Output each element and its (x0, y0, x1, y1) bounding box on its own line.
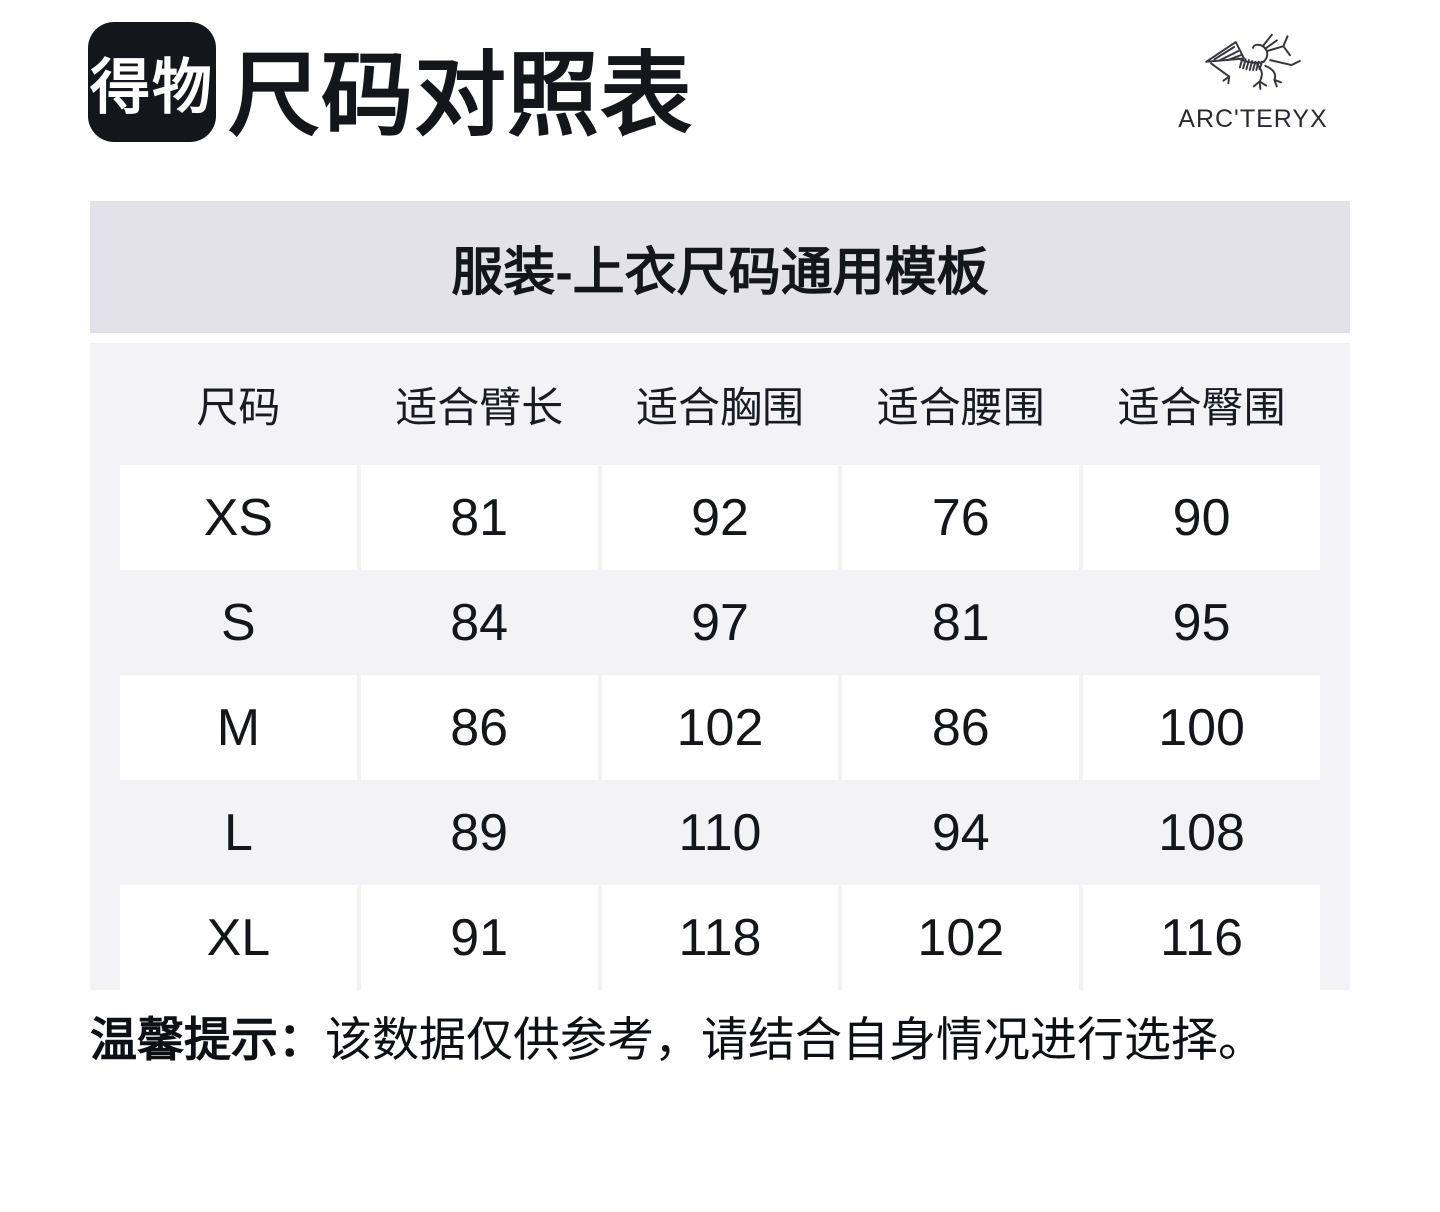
measurement-cell: 86 (842, 675, 1080, 780)
arcteryx-bird-icon (1205, 33, 1301, 90)
measurement-cell: 86 (360, 675, 598, 780)
measurement-cell: 89 (450, 803, 509, 862)
table-row: L 89 110 94 108 (120, 780, 1320, 885)
size-label-cell: XL (120, 885, 357, 990)
dewu-logo: 得物 (88, 22, 216, 142)
arcteryx-brand: ARC'TERYX (1178, 24, 1328, 134)
measurement-cell: 110 (678, 803, 762, 862)
measurement-cell: 92 (601, 465, 839, 570)
column-header: 适合臂长 (395, 383, 564, 431)
measurement-cell: 118 (601, 885, 839, 990)
measurement-cell: 102 (601, 675, 839, 780)
arcteryx-wordmark: ARC'TERYX (1178, 105, 1328, 133)
size-table: 尺码 适合臂长 适合胸围 适合腰围 适合臀围 XS 81 92 76 90 S 84 97 81 95 M 86… (90, 343, 1350, 990)
page-title: 尺码对照表 (228, 45, 694, 147)
column-header: 适合胸围 (635, 383, 804, 431)
size-label-cell: M (120, 675, 357, 780)
column-header: 适合臀围 (1117, 383, 1286, 431)
notice-text: 该数据仅供参考，请结合自身情况进行选择。 (325, 1013, 1265, 1066)
table-row: M 86 102 86 100 (120, 675, 1320, 780)
measurement-cell: 84 (450, 593, 509, 652)
notice: 温馨提示：该数据仅供参考，请结合自身情况进行选择。 (90, 1012, 1265, 1068)
dewu-logo-text: 得物 (90, 53, 214, 121)
size-label-cell: L (223, 803, 253, 862)
table-header-row: 尺码 适合臂长 适合胸围 适合腰围 适合臀围 (120, 343, 1320, 465)
column-header: 尺码 (196, 383, 281, 431)
size-label-cell: XS (120, 465, 357, 570)
column-header: 适合腰围 (876, 383, 1045, 431)
size-label-cell: S (221, 593, 256, 652)
measurement-cell: 102 (842, 885, 1080, 990)
measurement-cell: 108 (1158, 803, 1245, 862)
measurement-cell: 91 (360, 885, 598, 990)
measurement-cell: 116 (1083, 885, 1320, 990)
measurement-cell: 81 (931, 593, 990, 652)
table-row: XS 81 92 76 90 (120, 465, 1320, 570)
measurement-cell: 100 (1083, 675, 1320, 780)
template-banner-text: 服装-上衣尺码通用模板 (451, 243, 989, 302)
measurement-cell: 76 (842, 465, 1080, 570)
notice-label: 温馨提示： (90, 1013, 325, 1066)
measurement-cell: 90 (1083, 465, 1320, 570)
table-row: S 84 97 81 95 (120, 570, 1320, 675)
measurement-cell: 94 (931, 803, 990, 862)
measurement-cell: 97 (691, 593, 749, 652)
table-row: XL 91 118 102 116 (120, 885, 1320, 990)
template-banner: 服装-上衣尺码通用模板 (90, 201, 1350, 333)
measurement-cell: 95 (1172, 593, 1231, 652)
measurement-cell: 81 (360, 465, 598, 570)
